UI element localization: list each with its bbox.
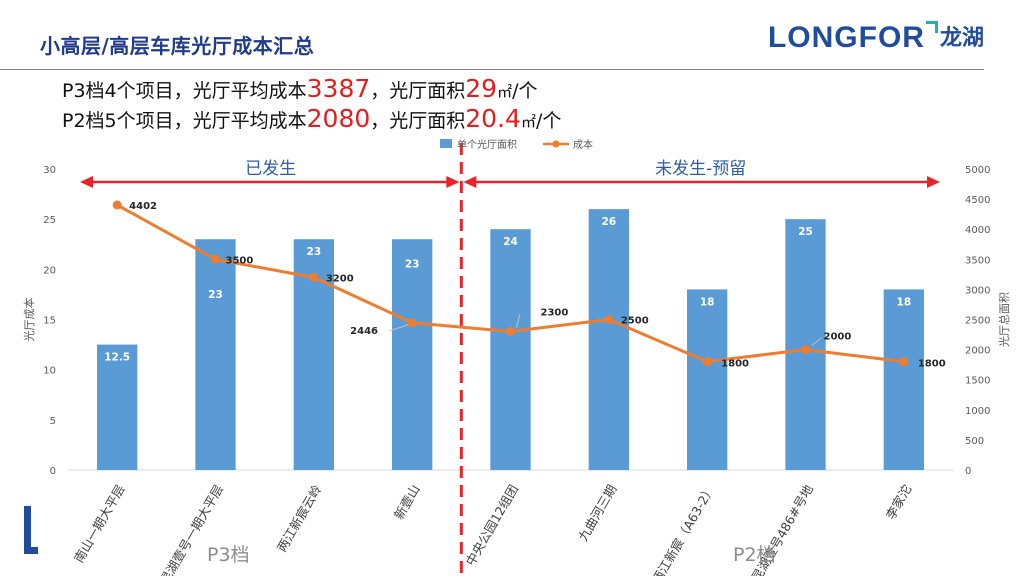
header-divider	[0, 69, 984, 70]
y-tick-label: 25	[43, 215, 56, 226]
cost-point	[407, 318, 417, 328]
summary-p3-unit: ㎡	[497, 83, 513, 101]
y2-tick-label: 2000	[965, 346, 990, 357]
summary-p2-unit: ㎡	[520, 113, 536, 131]
cost-data-label: 1800	[721, 359, 749, 370]
bar-data-label: 12.5	[104, 352, 130, 364]
leader-line	[516, 313, 521, 328]
y2-tick-label: 4500	[965, 195, 990, 206]
category-label: 两江新宸云岭	[274, 482, 324, 554]
category-label: 九曲河三期	[575, 482, 619, 544]
cost-point	[604, 315, 614, 324]
legend-swatch-marker	[552, 140, 560, 148]
summary-p2-area: 20.4	[465, 104, 521, 133]
slide-title: 小高层/高层车库光厅成本汇总	[40, 34, 315, 58]
bar	[883, 289, 924, 470]
y2-tick-label: 0	[965, 466, 971, 477]
cost-data-label: 2000	[824, 332, 852, 343]
cost-data-label: 2500	[621, 316, 649, 327]
legend-label-bar: 单个光厅面积	[457, 138, 517, 151]
cost-point	[506, 327, 515, 337]
cost-point	[899, 357, 909, 367]
annotation-occurred: 已发生	[245, 159, 296, 179]
y2-tick-label: 500	[965, 436, 984, 447]
summary-p2-mid: ，光厅面积	[370, 110, 466, 132]
category-label: 两江新宸（A63-2）	[649, 482, 718, 576]
bar-data-label: 24	[503, 236, 518, 248]
cost-data-label: 2446	[350, 326, 378, 337]
bar-data-label: 23	[208, 289, 223, 301]
cost-point	[112, 200, 122, 210]
annotation-arrow-right-left-head	[463, 176, 477, 188]
y-tick-label: 5	[50, 416, 56, 427]
summary-p2: P2档5个项目，光厅平均成本2080，光厅面积20.4㎡/个	[62, 104, 561, 133]
summary-p2-suffix: /个	[535, 110, 562, 132]
annotation-arrow-left-left-head	[80, 176, 93, 188]
bar-data-label: 18	[897, 296, 912, 308]
bar-data-label: 25	[798, 226, 813, 238]
summary-p3-mid: ，光厅面积	[370, 80, 466, 102]
y2-tick-label: 3000	[965, 285, 990, 296]
leader-line	[811, 337, 823, 346]
corner-bracket-decoration	[24, 506, 38, 554]
y-tick-label: 15	[43, 316, 56, 327]
annotation-arrow-left-right-head	[446, 176, 460, 188]
category-label: 李家沱	[883, 482, 915, 522]
logo-corner-mark-icon	[925, 21, 938, 33]
bar	[195, 239, 236, 470]
summary-p3-suffix: /个	[512, 80, 538, 102]
bar-data-label: 23	[307, 246, 322, 258]
category-label: 南山一期大平层	[71, 482, 128, 565]
y2-tick-label: 2500	[965, 316, 990, 327]
y2-axis-title: 光厅总面积	[997, 292, 1011, 347]
cost-data-label: 1800	[918, 359, 946, 370]
y-axis-title: 光厅成本	[22, 298, 36, 342]
y2-tick-label: 4000	[965, 225, 990, 236]
category-label: 中央公园12组团	[463, 482, 521, 568]
summary-p3-prefix: P3档4个项目，光厅平均成本	[62, 80, 307, 102]
company-logo: LONGFOR 龙湖	[768, 20, 984, 55]
summary-p2-prefix: P2档5个项目，光厅平均成本	[62, 110, 307, 132]
bar	[785, 219, 826, 470]
bar-data-label: 26	[602, 216, 617, 228]
cost-data-label: 2300	[541, 308, 569, 319]
legend-label-line: 成本	[573, 138, 593, 151]
logo-text: LONGFOR	[767, 21, 925, 54]
category-label: 新壹山	[391, 482, 423, 522]
y-tick-label: 30	[43, 165, 56, 176]
leader-line	[389, 324, 409, 332]
bar	[392, 239, 433, 470]
legend-swatch-bar	[440, 139, 452, 148]
summary-p3: P3档4个项目，光厅平均成本3387，光厅面积29㎡/个	[62, 74, 538, 103]
cost-data-label: 3500	[226, 255, 254, 266]
summary-p3-area: 29	[465, 74, 498, 103]
annotation-arrow-right-right-head	[927, 176, 940, 188]
y-tick-label: 20	[43, 265, 56, 276]
y-tick-label: 10	[43, 366, 56, 377]
y2-tick-label: 1000	[965, 406, 990, 417]
logo-chinese: 龙湖	[939, 26, 984, 51]
summary-p2-cost: 2080	[306, 104, 371, 133]
cost-point	[309, 272, 319, 282]
y-tick-label: 0	[50, 466, 56, 477]
cost-point	[801, 345, 810, 355]
summary-p3-cost: 3387	[306, 74, 371, 103]
group-label-p3: P3档	[207, 544, 250, 566]
cost-data-label: 3200	[326, 273, 354, 284]
bar	[588, 209, 629, 470]
bar-data-label: 23	[405, 259, 420, 271]
bar	[490, 229, 531, 470]
bar	[97, 344, 138, 470]
annotation-reserved: 未发生-预留	[655, 159, 746, 179]
cost-point	[702, 357, 712, 367]
bar-data-label: 18	[700, 296, 715, 308]
cost-point	[211, 254, 220, 264]
group-label-p2: P2档	[733, 544, 776, 566]
y2-tick-label: 3500	[965, 255, 990, 266]
cost-data-label: 4402	[129, 201, 157, 212]
bar	[687, 289, 728, 470]
y2-tick-label: 1500	[965, 376, 990, 387]
y2-tick-label: 5000	[965, 165, 990, 176]
